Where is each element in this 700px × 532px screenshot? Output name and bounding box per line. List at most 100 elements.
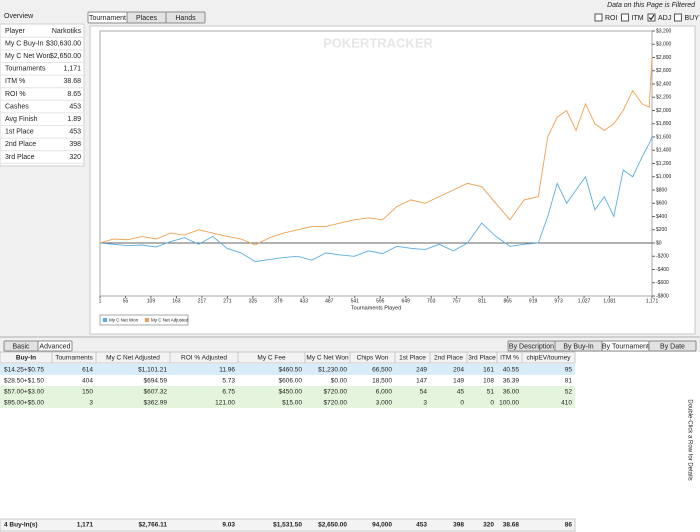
column-header[interactable]: 3rd Place	[468, 355, 496, 362]
overview-label: Player	[5, 28, 26, 35]
table-cell: 6.75	[222, 389, 235, 396]
table-cell: 81	[565, 378, 573, 385]
totals-cell: 38.68	[503, 522, 520, 529]
tab-label[interactable]: Basic	[12, 343, 30, 350]
tab-label[interactable]: By Tournament	[602, 343, 649, 350]
overview-panel	[0, 23, 85, 167]
tab[interactable]	[37, 340, 73, 352]
table-cell: 52	[565, 389, 573, 396]
tab-label[interactable]: By Description	[509, 343, 554, 350]
totals-cell: 4 Buy-In(s)	[4, 522, 38, 529]
table-cell: 95	[565, 367, 573, 374]
y-tick-label: $1,000	[656, 174, 672, 180]
tab-label[interactable]: Tournament	[89, 15, 126, 22]
table-cell: 404	[82, 378, 93, 385]
table-cell: 11.96	[219, 367, 235, 374]
y-tick-label: $3,200	[656, 28, 672, 34]
column-header[interactable]: My C Net Won	[306, 355, 349, 362]
tab-label[interactable]: By Date	[660, 343, 685, 350]
table-cell: 410	[561, 400, 572, 407]
y-tick-label: $1,400	[656, 148, 672, 154]
checkbox[interactable]	[621, 13, 629, 22]
column-header[interactable]: Tournaments	[55, 355, 93, 362]
totals-cell: 453	[416, 522, 427, 529]
y-tick-label: -$400	[656, 267, 669, 273]
table-cell: $606.00	[279, 378, 303, 385]
table-cell: 204	[453, 367, 464, 374]
table-cell: 6,000	[376, 389, 393, 396]
tab[interactable]	[165, 11, 206, 24]
tab-label[interactable]: Advanced	[39, 343, 70, 350]
checkbox-label[interactable]: BUY	[685, 15, 700, 22]
table-cell: 5.73	[222, 378, 235, 385]
overview-label: 2nd Place	[5, 141, 36, 148]
table-row[interactable]	[0, 397, 575, 408]
tab-label[interactable]: Places	[136, 15, 158, 22]
checkbox[interactable]	[647, 13, 656, 22]
y-tick-label: -$800	[656, 293, 669, 299]
column-header[interactable]: chipEV/tourney	[526, 355, 571, 362]
table-cell: 36.39	[503, 378, 520, 385]
checkbox[interactable]	[594, 13, 603, 22]
table-cell: 36.00	[503, 389, 520, 396]
totals-cell: $2,650.00	[318, 522, 347, 529]
totals-cell: $2,766.11	[138, 522, 167, 529]
tab-label[interactable]: Hands	[175, 15, 196, 22]
column-header[interactable]: 1st Place	[399, 355, 426, 362]
table-cell: 40.55	[503, 367, 520, 374]
column-header[interactable]: Buy-In	[16, 355, 36, 362]
column-header[interactable]: Chips Won	[357, 355, 389, 362]
table-cell: 18,500	[372, 378, 392, 385]
table-cell: $14.25+$0.75	[4, 367, 44, 374]
overview-value: 1.89	[67, 116, 81, 123]
x-tick-label: 973	[554, 298, 563, 304]
table-cell: 147	[416, 378, 427, 385]
tab[interactable]	[648, 340, 697, 352]
table-cell: 161	[483, 367, 494, 374]
table-cell: 614	[82, 367, 93, 374]
table-row[interactable]	[0, 364, 575, 375]
y-tick-label: $1,800	[656, 121, 672, 127]
column-header[interactable]: ROI % Adjusted	[181, 355, 227, 362]
checkbox-label[interactable]: ADJ	[658, 15, 671, 22]
y-tick-label: $2,800	[656, 55, 672, 61]
table-cell: $95.00+$5.00	[4, 400, 44, 407]
overview-label: Cashes	[5, 103, 29, 110]
overview-label: 3rd Place	[5, 154, 35, 161]
overview-value: Narkotiks	[52, 28, 82, 35]
y-tick-label: $2,200	[656, 95, 672, 101]
column-header[interactable]: ITM %	[500, 355, 519, 362]
totals-cell: 94,000	[372, 522, 392, 529]
tab-label[interactable]: By Buy-In	[563, 343, 593, 350]
checkbox-label[interactable]: ROI	[605, 15, 618, 22]
table-cell: $28.50+$1.50	[4, 378, 44, 385]
table-cell: 51	[487, 389, 495, 396]
x-tick-label: 379	[274, 298, 283, 304]
table-cell: 3,000	[376, 400, 393, 407]
overview-label: ROI %	[5, 91, 26, 98]
x-tick-label: 271	[223, 298, 232, 304]
table-cell: $57.00+$3.00	[4, 389, 44, 396]
table-row[interactable]	[0, 375, 575, 386]
x-tick-label: 811	[478, 298, 486, 304]
overview-label: ITM %	[5, 78, 25, 85]
table-cell: $15.00	[282, 400, 302, 407]
overview-value: 1,171	[63, 66, 81, 73]
column-header[interactable]: My C Fee	[257, 355, 286, 362]
column-header[interactable]: 2nd Place	[434, 355, 463, 362]
x-axis-title: Tournaments Played	[351, 305, 401, 311]
table-cell: $607.32	[144, 389, 168, 396]
table-cell: 100.00	[499, 400, 519, 407]
checkmark	[648, 14, 655, 21]
series-line	[99, 57, 653, 246]
y-tick-label: -$600	[656, 280, 669, 286]
table-row[interactable]	[0, 386, 575, 397]
column-header[interactable]: My C Net Adjusted	[106, 355, 160, 362]
x-tick-label: 919	[529, 298, 538, 304]
checkbox[interactable]	[674, 13, 682, 22]
hint: Double-Click a Row for Details	[686, 399, 692, 480]
checkbox-label[interactable]: ITM	[632, 15, 644, 22]
totals-cell: 398	[453, 522, 464, 529]
